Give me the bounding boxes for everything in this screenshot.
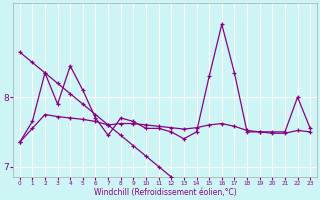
X-axis label: Windchill (Refroidissement éolien,°C): Windchill (Refroidissement éolien,°C)	[93, 188, 236, 197]
